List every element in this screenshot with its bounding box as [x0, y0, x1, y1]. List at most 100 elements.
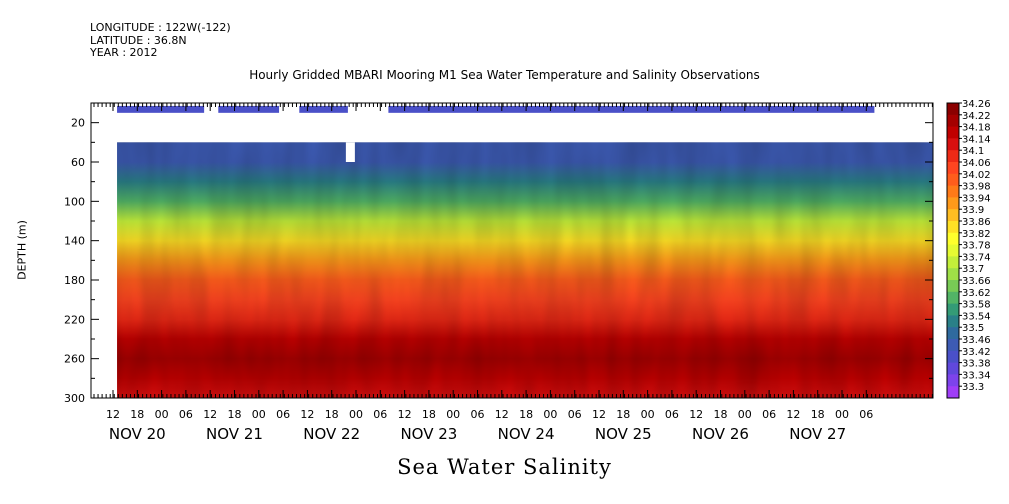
colorbar-label: 34.14 — [962, 134, 991, 145]
colorbar-label: 33.34 — [962, 370, 991, 381]
colorbar-label: 33.38 — [962, 359, 991, 370]
x-day-label: NOV 22 — [303, 425, 360, 443]
colorbar-swatch — [947, 197, 959, 210]
y-tick-label: 180 — [64, 274, 85, 287]
latitude-label: LATITUDE : 36.8N — [90, 33, 187, 47]
plot-frame — [90, 102, 934, 399]
x-hour-label: 06 — [373, 408, 387, 421]
x-hour-label: 12 — [495, 408, 509, 421]
x-hour-label: 12 — [786, 408, 800, 421]
x-hour-label: 00 — [252, 408, 266, 421]
x-hour-label: 00 — [349, 408, 363, 421]
x-hour-label: 06 — [665, 408, 679, 421]
colorbar-label: 33.78 — [962, 241, 991, 252]
data-gap-notch — [345, 142, 355, 162]
colorbar-swatch — [947, 150, 959, 163]
surface-salinity-band — [218, 105, 280, 113]
colorbar: 34.2634.2234.1834.1434.134.0634.0233.983… — [946, 99, 991, 399]
colorbar-swatch — [947, 114, 959, 128]
x-hour-label: 12 — [398, 408, 412, 421]
colorbar-swatch — [947, 173, 959, 187]
x-hour-label: 18 — [228, 408, 242, 421]
colorbar-label: 33.54 — [962, 311, 991, 322]
colorbar-label: 34.22 — [962, 111, 991, 122]
y-tick-label: 20 — [71, 117, 85, 130]
x-hour-label: 06 — [276, 408, 290, 421]
colorbar-label: 33.46 — [962, 335, 991, 346]
colorbar-swatch — [947, 280, 959, 293]
colorbar-label: 33.86 — [962, 217, 991, 228]
colorbar-label: 33.94 — [962, 193, 991, 204]
colorbar-swatch — [947, 209, 959, 222]
x-day-label: NOV 25 — [595, 425, 652, 443]
y-tick-label: 260 — [64, 353, 85, 366]
x-hour-label: 12 — [203, 408, 217, 421]
x-day-label: NOV 26 — [692, 425, 749, 443]
colorbar-label: 34.18 — [962, 123, 991, 134]
y-tick-label: 100 — [64, 195, 85, 208]
x-hour-label: 06 — [471, 408, 485, 421]
x-hour-label: 12 — [300, 408, 314, 421]
salinity-texture — [117, 142, 934, 398]
surface-salinity-band — [388, 105, 875, 113]
colorbar-label: 34.26 — [962, 99, 991, 110]
x-hour-label: 18 — [616, 408, 630, 421]
colorbar-swatch — [947, 244, 959, 257]
colorbar-swatch — [947, 291, 959, 305]
x-hour-label: 18 — [811, 408, 825, 421]
colorbar-swatch — [947, 221, 959, 234]
x-hour-label: 06 — [762, 408, 776, 421]
colorbar-swatch — [947, 126, 959, 139]
colorbar-label: 33.5 — [962, 323, 984, 334]
metadata-block: LONGITUDE : 122W(-122) LATITUDE : 36.8N … — [90, 21, 231, 60]
x-day-label: NOV 23 — [400, 425, 457, 443]
surface-salinity-band — [299, 105, 348, 113]
y-tick-label: 300 — [64, 392, 85, 405]
colorbar-swatch — [947, 362, 959, 375]
x-hour-label: 12 — [689, 408, 703, 421]
y-tick-label: 140 — [64, 235, 85, 248]
y-tick-label: 60 — [71, 156, 85, 169]
x-hour-label: 06 — [859, 408, 873, 421]
x-hour-label: 18 — [519, 408, 533, 421]
x-hour-label: 18 — [422, 408, 436, 421]
colorbar-swatch — [947, 232, 959, 246]
plot-area — [117, 105, 934, 398]
x-hour-label: 00 — [155, 408, 169, 421]
colorbar-label: 33.9 — [962, 205, 984, 216]
colorbar-swatch — [947, 268, 959, 281]
colorbar-frame — [946, 102, 960, 399]
x-hour-label: 12 — [592, 408, 606, 421]
x-day-label: NOV 27 — [789, 425, 846, 443]
x-hour-label: 18 — [130, 408, 144, 421]
colorbar-label: 34.1 — [962, 146, 984, 157]
x-hour-label: 00 — [835, 408, 849, 421]
colorbar-swatch — [947, 315, 959, 328]
axes: 20 60 100 140 180 220 260 300 12 18 00 06 12 18 00 06 12… — [64, 102, 934, 443]
colorbar-swatch — [947, 256, 959, 269]
colorbar-swatch — [947, 339, 959, 352]
colorbar-label: 33.7 — [962, 264, 984, 275]
x-hour-label: 06 — [568, 408, 582, 421]
colorbar-swatch — [947, 303, 959, 316]
colorbar-label: 33.82 — [962, 229, 991, 240]
x-hour-label: 00 — [738, 408, 752, 421]
colorbar-swatch — [947, 386, 959, 399]
colorbar-label: 33.42 — [962, 347, 991, 358]
x-hour-label: 00 — [446, 408, 460, 421]
x-day-label: NOV 20 — [109, 425, 166, 443]
figure-footer-title: Sea Water Salinity — [397, 455, 612, 479]
colorbar-label: 33.62 — [962, 288, 991, 299]
x-day-label: NOV 21 — [206, 425, 263, 443]
colorbar-label: 33.66 — [962, 276, 991, 287]
x-day-label: NOV 24 — [498, 425, 555, 443]
x-hour-label: 12 — [106, 408, 120, 421]
colorbar-swatch — [947, 374, 959, 387]
colorbar-swatch — [947, 185, 959, 198]
year-label: YEAR : 2012 — [90, 46, 158, 59]
colorbar-label: 34.06 — [962, 158, 991, 169]
colorbar-label: 33.98 — [962, 182, 991, 193]
colorbar-label: 33.58 — [962, 300, 991, 311]
colorbar-label: 34.02 — [962, 170, 991, 181]
